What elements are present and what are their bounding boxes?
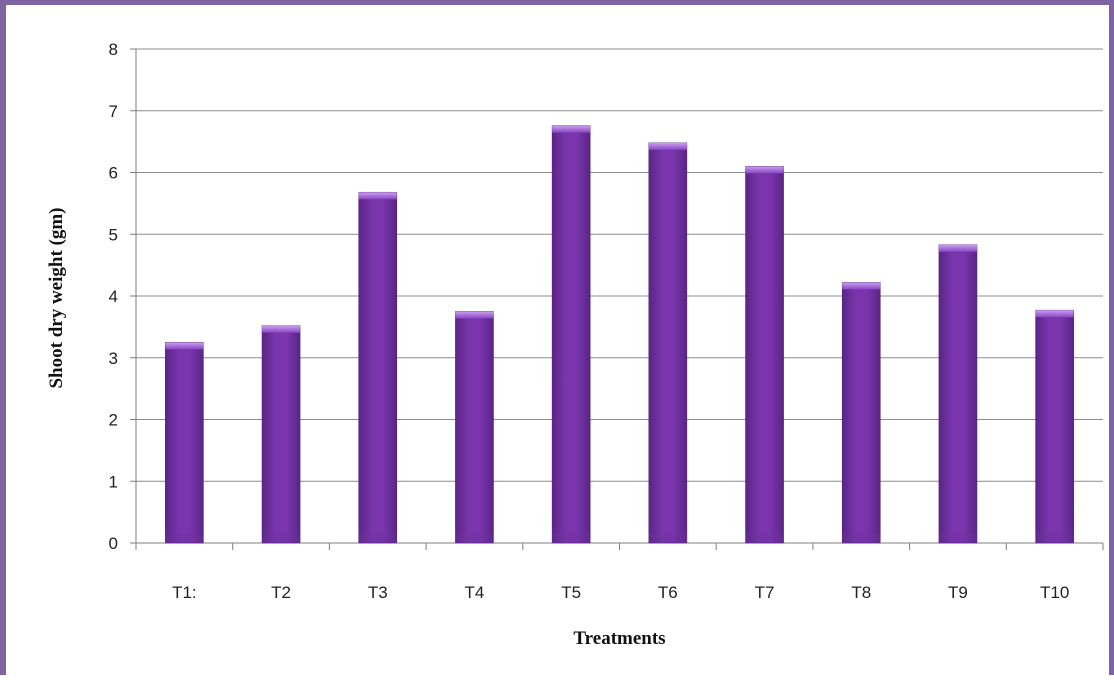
- x-tick-label: T1:: [172, 583, 197, 602]
- bar-body: [1035, 309, 1074, 544]
- bar-base-shade: [552, 533, 591, 543]
- bar: [455, 311, 494, 544]
- bar-body: [841, 282, 881, 544]
- y-tick-label: 5: [109, 225, 118, 244]
- bar-body: [455, 311, 494, 544]
- bar-top-highlight: [842, 282, 881, 290]
- bar: [261, 325, 301, 544]
- bar-top-highlight: [1035, 310, 1074, 318]
- x-tick-label: T7: [755, 583, 775, 602]
- x-tick-label: T9: [948, 583, 968, 602]
- bar-body: [165, 342, 204, 544]
- bar: [551, 125, 591, 544]
- x-tick-label: T2: [271, 583, 291, 602]
- bar-top-highlight: [262, 325, 301, 333]
- bar-base-shade: [165, 533, 204, 543]
- bar-base-shade: [938, 533, 977, 543]
- bar: [841, 282, 881, 544]
- bar: [648, 142, 688, 544]
- bar-top-highlight: [745, 166, 784, 174]
- bar-body: [745, 166, 784, 544]
- x-tick-label: T10: [1040, 583, 1069, 602]
- y-axis-title: Shoot dry weight (gm): [46, 207, 67, 388]
- bar-body: [551, 125, 591, 544]
- y-tick-label: 0: [109, 534, 118, 553]
- bar-top-highlight: [455, 311, 494, 319]
- bar: [745, 166, 784, 544]
- x-tick-label: T3: [368, 583, 388, 602]
- bar-base-shade: [1035, 533, 1074, 543]
- x-tick-label: T8: [851, 583, 871, 602]
- y-tick-label: 8: [109, 40, 118, 59]
- bar-body: [358, 191, 398, 544]
- bar-base-shade: [648, 533, 687, 543]
- bar: [165, 342, 204, 544]
- bar-top-highlight: [552, 125, 591, 133]
- x-tick-label: T5: [561, 583, 581, 602]
- x-tick-label: T6: [658, 583, 678, 602]
- bar: [1035, 309, 1074, 544]
- y-tick-label: 2: [109, 411, 118, 430]
- y-tick-label: 7: [109, 102, 118, 121]
- bar-top-highlight: [648, 142, 687, 150]
- y-tick-label: 6: [109, 164, 118, 183]
- x-tick-label: T4: [465, 583, 485, 602]
- bar-base-shade: [262, 533, 301, 543]
- bar: [358, 191, 398, 544]
- bars: [165, 125, 1074, 544]
- y-tick-label: 4: [109, 287, 118, 306]
- bar-top-highlight: [938, 244, 977, 252]
- bar-base-shade: [358, 533, 397, 543]
- bar-chart: 0 1 2 3 4 5 6 7 8 T1: T2 T3 T4 T5 T6 T7 T8 T9 T10 Treatmen…: [46, 40, 1104, 649]
- x-axis-title: Treatments: [573, 628, 665, 649]
- y-tick-label: 3: [109, 349, 118, 368]
- bar-top-highlight: [358, 192, 397, 200]
- bar-body: [938, 244, 978, 544]
- bar-body: [261, 325, 301, 544]
- bar-base-shade: [842, 533, 881, 543]
- bar-base-shade: [455, 533, 494, 543]
- bar-body: [648, 142, 688, 544]
- tick-labels: 0 1 2 3 4 5 6 7 8 T1: T2 T3 T4 T5 T6 T7 T8 T9 T10: [109, 40, 1070, 602]
- bar-top-highlight: [165, 342, 204, 350]
- bar: [938, 244, 978, 544]
- y-tick-label: 1: [109, 472, 118, 491]
- bar-base-shade: [745, 533, 784, 543]
